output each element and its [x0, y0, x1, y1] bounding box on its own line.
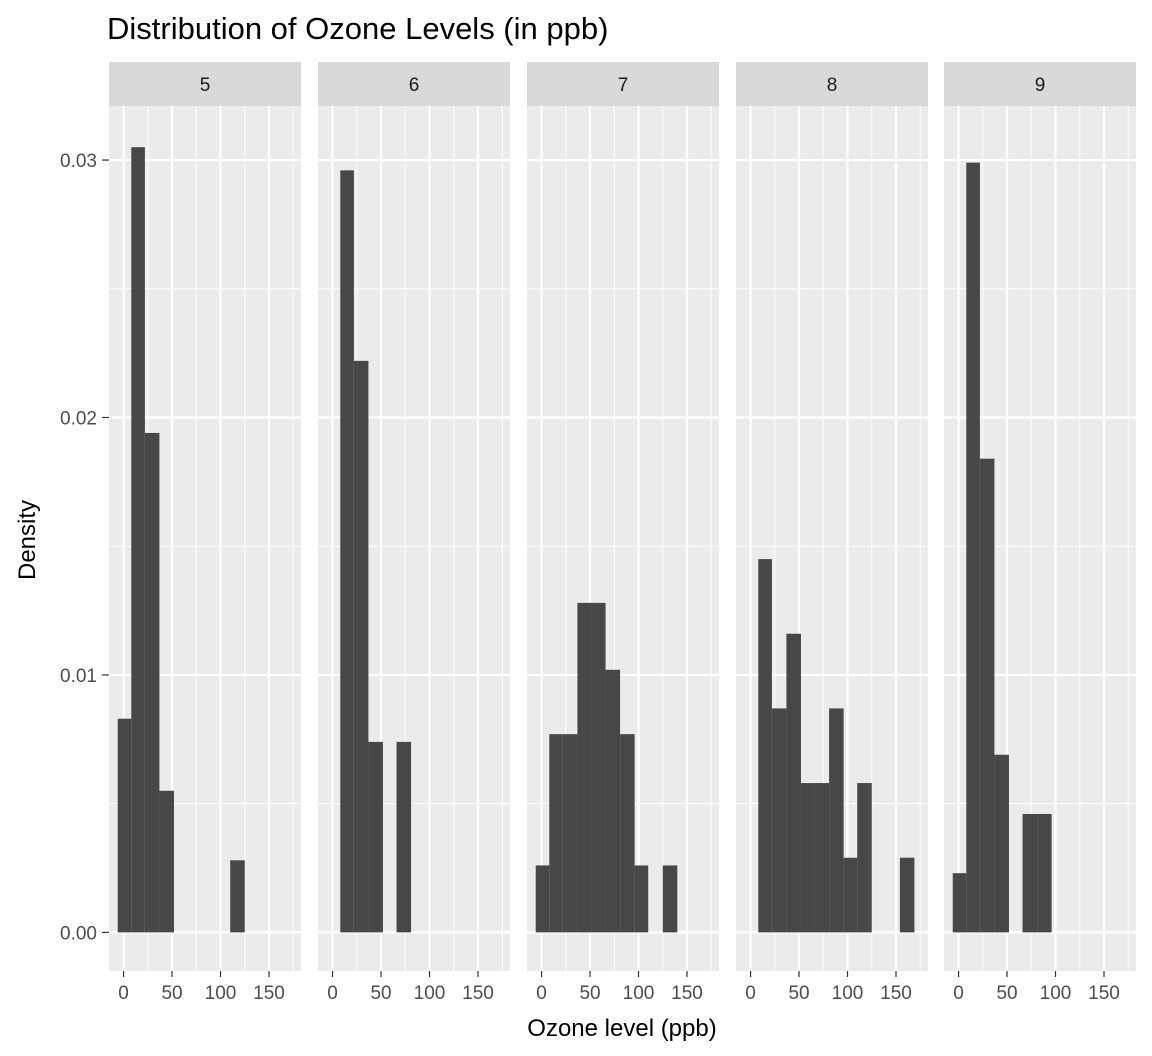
- x-tick-label: 50: [370, 983, 391, 1004]
- x-tick-label: 150: [1088, 983, 1120, 1004]
- x-tick-label: 0: [953, 983, 964, 1004]
- histogram-bar: [800, 783, 815, 933]
- facet-strip-label: 5: [200, 75, 211, 96]
- histogram-bar: [758, 559, 772, 933]
- y-tick-label: 0.01: [60, 666, 97, 687]
- facet-strip: [736, 62, 928, 106]
- y-axis: 0.00 0.01 0.02 0.03: [60, 151, 109, 944]
- histogram-bar: [1037, 813, 1052, 933]
- x-tick-label: 50: [161, 983, 182, 1004]
- x-tick-label: 0: [536, 983, 547, 1004]
- histogram-bar: [144, 432, 160, 933]
- histogram-bar: [899, 857, 915, 933]
- x-tick-label: 50: [788, 983, 809, 1004]
- facet-panel-6: 6 0 50 100 150: [318, 62, 510, 1004]
- histogram-bar: [562, 734, 578, 933]
- histogram-bar: [857, 783, 872, 933]
- facet-panel-8: 8 0 50 100 150: [736, 62, 928, 1004]
- histogram-bar: [662, 865, 678, 933]
- x-tick-label: 150: [253, 983, 285, 1004]
- histogram-bar: [549, 734, 563, 933]
- histogram-bar: [535, 865, 550, 933]
- x-tick-label: 100: [205, 983, 237, 1004]
- y-tick-label: 0.03: [60, 151, 97, 172]
- x-tick-label: 150: [671, 983, 703, 1004]
- facet-strip-label: 9: [1035, 75, 1046, 96]
- x-tick-label: 0: [118, 983, 129, 1004]
- histogram-bar: [131, 147, 145, 933]
- histogram-bar: [771, 708, 787, 933]
- y-tick-label: 0.02: [60, 409, 97, 430]
- histogram-bar: [591, 602, 606, 933]
- histogram-bar: [634, 865, 649, 933]
- y-tick-label: 0.00: [60, 923, 97, 944]
- facet-strip: [109, 62, 301, 106]
- histogram-bar: [1022, 813, 1038, 933]
- facet-panel-7: 7 0 50 100 150: [527, 62, 719, 1004]
- facet-strip-label: 8: [827, 75, 838, 96]
- histogram-bar: [340, 170, 354, 933]
- histogram-bar: [353, 360, 369, 933]
- histogram-bar: [577, 602, 592, 933]
- facet-panel-9: 9 0 50 100 150: [944, 62, 1136, 1004]
- x-axis-title: Ozone level (ppb): [527, 1015, 716, 1042]
- histogram-bar: [966, 162, 980, 933]
- x-tick-label: 100: [1040, 983, 1072, 1004]
- x-tick-label: 0: [327, 983, 338, 1004]
- x-tick-label: 150: [462, 983, 494, 1004]
- facet-strip: [944, 62, 1136, 106]
- x-tick-label: 100: [832, 983, 864, 1004]
- histogram-bar: [117, 718, 132, 933]
- facet-strip: [318, 62, 510, 106]
- x-tick-label: 0: [745, 983, 756, 1004]
- y-axis-title: Density: [14, 500, 41, 580]
- chart-title: Distribution of Ozone Levels (in ppb): [107, 11, 608, 46]
- x-tick-label: 100: [414, 983, 446, 1004]
- histogram-bar: [814, 783, 830, 933]
- histogram-bar: [843, 857, 858, 933]
- histogram-bar: [829, 708, 844, 933]
- histogram-bar: [786, 633, 801, 933]
- histogram-bar: [994, 754, 1009, 933]
- histogram-bar: [396, 741, 412, 933]
- histogram-bar: [368, 741, 383, 933]
- histogram-bar: [230, 860, 245, 933]
- histogram-bar: [605, 669, 621, 933]
- x-tick-label: 50: [579, 983, 600, 1004]
- x-tick-label: 150: [880, 983, 912, 1004]
- facet-strip-label: 6: [409, 75, 420, 96]
- histogram-bar: [620, 734, 635, 933]
- histogram-bar: [159, 790, 174, 933]
- facet-panel-5: 50 50 100 150: [109, 62, 301, 1004]
- histogram-bar: [952, 873, 967, 933]
- histogram-bar: [979, 458, 995, 933]
- x-tick-label: 100: [623, 983, 655, 1004]
- facet-strip-label: 7: [618, 75, 629, 96]
- facet-strip: [527, 62, 719, 106]
- x-tick-label: 50: [996, 983, 1017, 1004]
